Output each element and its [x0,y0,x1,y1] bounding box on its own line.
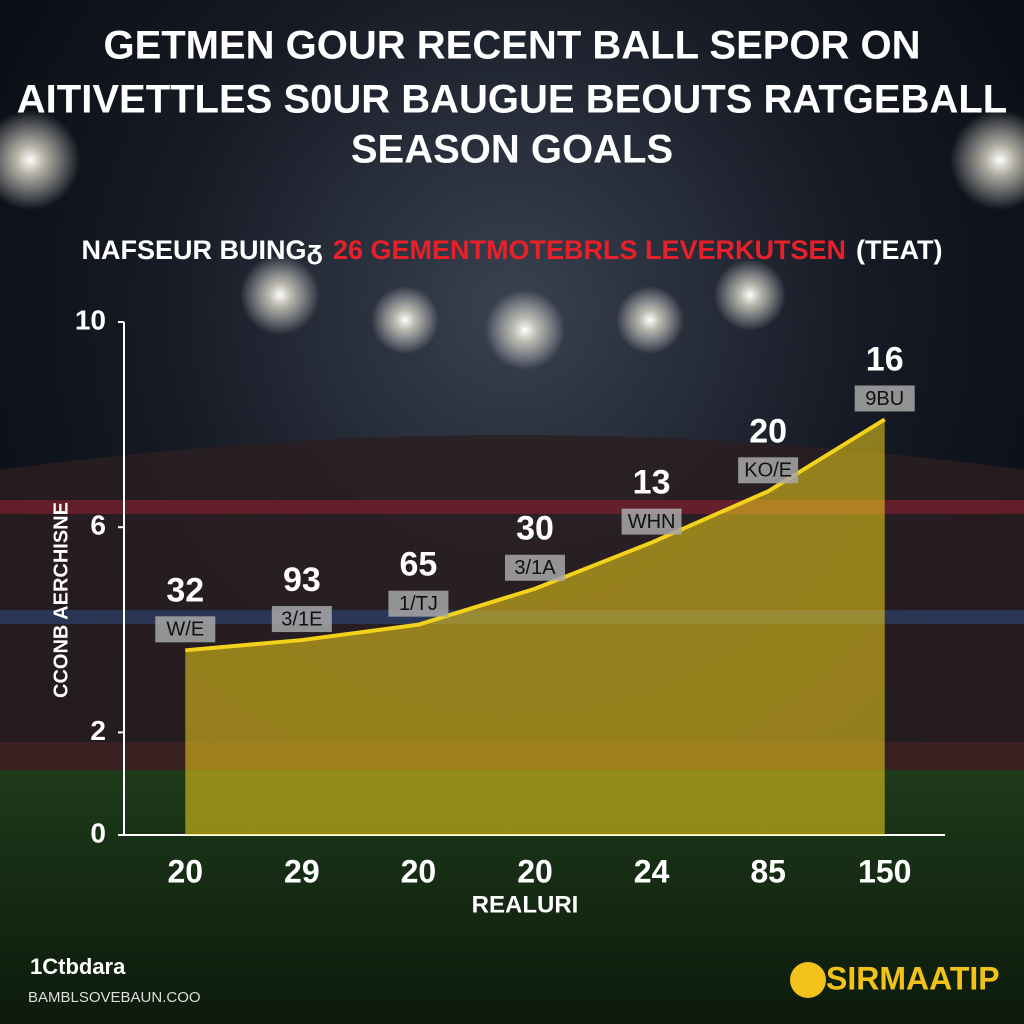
point-annotation: 20 [749,412,787,450]
badge-box [155,616,216,643]
y-tick-label: 10 [75,304,106,335]
point-annotation: 93 [283,561,321,599]
y-tick-label: 2 [90,715,106,746]
badge-box [621,508,682,535]
badge-box [738,457,799,484]
badge: W/E [166,619,204,641]
x-tick-label: 20 [517,853,553,889]
point-annotation: 13 [633,464,671,502]
chart-title: AITIVETTLES S0UR BAUGUE BEOUTS RATGEBALL [17,78,1007,122]
x-axis-label: REALURI [472,891,579,918]
logo-icon [790,962,826,998]
y-tick-label: 6 [90,510,106,541]
x-tick-label: 20 [167,853,203,889]
chart-title: GETMEN GOUR RECENT BALL SEPOR ON [103,24,920,68]
point-annotation: 16 [866,340,904,378]
badge: KO/E [744,460,792,482]
badge: 9BU [865,388,904,410]
point-annotation: 65 [400,546,438,584]
subtitle-part: (TEAT) [856,235,942,265]
area [185,419,885,835]
x-tick-label: 29 [284,853,320,889]
footer-url: BAMBLSOVEBAUN.COO [28,989,201,1006]
badge: 1/TJ [399,593,438,615]
subtitle-part: 26 GEMENTMOTEBRLS LEVERKUTSEN [333,235,846,265]
footer-brand: 1Ctbdara [30,954,126,979]
y-axis-label: CCONB AERCHISNE [50,502,72,698]
x-tick-label: 24 [634,853,670,889]
badge-box [505,554,565,581]
badge: 3/1A [514,557,556,579]
line [185,417,886,653]
y-tick-label: 0 [90,817,106,848]
point-annotation: 32 [166,571,204,609]
floodlights [0,110,1024,370]
subtitle-part: NAFSEUR BUINGᵹ [82,235,323,265]
chart-title: SEASON GOALS [351,128,673,172]
badge-box [388,590,449,617]
x-tick-label: 20 [401,853,437,889]
badge: WHN [628,511,676,533]
point-annotation: 30 [516,510,554,548]
footer-logo: SIRMAATIP [826,960,1000,996]
subtitle: NAFSEUR BUINGᵹ 26 GEMENTMOTEBRLS LEVERKUT… [82,235,943,265]
badge-box [854,385,915,412]
badge-box [271,606,332,633]
badge: 3/1E [281,608,322,630]
x-tick-label: 150 [858,853,911,889]
x-tick-label: 85 [750,853,786,889]
